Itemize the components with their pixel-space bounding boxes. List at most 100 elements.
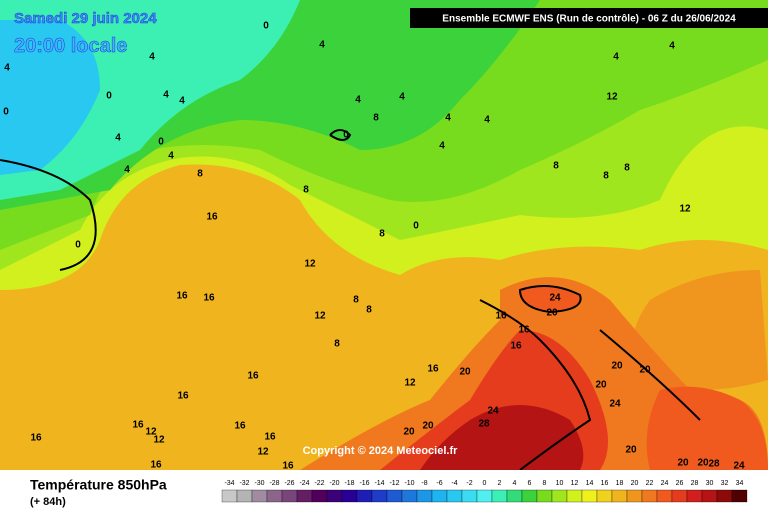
legend-swatch	[446, 489, 463, 503]
legend-label: -12	[389, 480, 399, 487]
contour-label: 20	[595, 380, 607, 391]
legend-swatch	[461, 489, 478, 503]
legend-swatch	[716, 489, 733, 503]
contour-label: 12	[314, 311, 326, 322]
contour-label: 8	[373, 113, 379, 124]
legend-swatch	[236, 489, 253, 503]
contour-label: 4	[4, 63, 10, 74]
legend-label: 22	[646, 480, 654, 487]
legend-label: 30	[706, 480, 714, 487]
legend-label: -28	[269, 480, 279, 487]
forecast-time: 20:00 locale	[14, 35, 127, 57]
contour-label: 16	[203, 293, 215, 304]
legend-swatch	[536, 489, 553, 503]
contour-label: 20	[422, 421, 434, 432]
temp-zone-24-east	[646, 386, 768, 470]
legend-label: -18	[344, 480, 354, 487]
contour-label: 4	[613, 52, 619, 63]
contour-label: 16	[234, 421, 246, 432]
contour-label: 24	[549, 293, 561, 304]
legend-label: 2	[498, 480, 502, 487]
legend-label: 28	[691, 480, 699, 487]
contour-label: 16	[177, 391, 189, 402]
legend: -34 -32 -30 -28 -26 -24 -22 -20 -18 -16 -14 -12 -10-…	[221, 480, 748, 503]
legend-swatch	[506, 489, 523, 503]
legend-swatch	[671, 489, 688, 503]
legend-label: -2	[466, 480, 472, 487]
copyright: Copyright © 2024 Meteociel.fr	[303, 445, 459, 457]
contour-label: 24	[487, 406, 499, 417]
legend-label: 10	[556, 480, 564, 487]
legend-swatch	[731, 489, 748, 503]
legend-label: -4	[451, 480, 457, 487]
contour-label: 20	[697, 458, 709, 469]
contour-label: 20	[677, 458, 689, 469]
isotherm-0	[0, 129, 352, 271]
legend-swatch	[491, 489, 508, 503]
legend-swatch	[701, 489, 718, 503]
contour-label: 20	[611, 361, 623, 372]
contour-label: 16	[264, 432, 276, 443]
contour-label: 12	[257, 447, 269, 458]
legend-label: -22	[314, 480, 324, 487]
contour-label: 16	[247, 371, 259, 382]
legend-swatch	[476, 489, 493, 503]
contour-label: 16	[427, 364, 439, 375]
contour-label: 4	[149, 52, 155, 63]
legend-label: -8	[421, 480, 427, 487]
legend-label: -10	[404, 480, 414, 487]
legend-label: 20	[631, 480, 639, 487]
legend-label: -6	[436, 480, 442, 487]
legend-swatch	[431, 489, 448, 503]
legend-label: 16	[601, 480, 609, 487]
header-box	[410, 8, 768, 28]
legend-label: -30	[254, 480, 264, 487]
legend-label: 6	[528, 480, 532, 487]
legend-swatch	[641, 489, 658, 503]
contour-label: 0	[263, 21, 269, 32]
legend-swatch	[221, 489, 238, 503]
contour-label: 4	[669, 41, 675, 52]
legend-swatch	[686, 489, 703, 503]
contour-label: 20	[459, 367, 471, 378]
contour-label: 4	[355, 95, 361, 106]
contour-label: 24	[733, 461, 745, 472]
contour-label: 12	[153, 435, 165, 446]
contour-label: 28	[478, 419, 490, 430]
contour-label: 0	[158, 137, 164, 148]
legend-swatch	[521, 489, 538, 503]
legend-swatch	[326, 489, 343, 503]
legend-swatch	[311, 489, 328, 503]
legend-swatch	[266, 489, 283, 503]
temp-zone-m4	[0, 20, 100, 175]
legend-label: 32	[721, 480, 729, 487]
contour-label: 4	[115, 133, 121, 144]
legend-swatch	[371, 489, 388, 503]
contour-label: 28	[708, 459, 720, 470]
legend-swatch	[566, 489, 583, 503]
legend-label: 24	[661, 480, 669, 487]
legend-label: 0	[483, 480, 487, 487]
contour-label: 4	[163, 90, 169, 101]
legend-swatch	[611, 489, 628, 503]
legend-swatch	[401, 489, 418, 503]
legend-label: 12	[571, 480, 579, 487]
contour-label: 20	[639, 365, 651, 376]
contour-label: 20	[403, 427, 415, 438]
forecast-date: Samedi 29 juin 2024	[14, 10, 157, 27]
legend-swatch	[296, 489, 313, 503]
legend-label: 26	[676, 480, 684, 487]
contour-label: 4	[399, 92, 405, 103]
temp-zone-24-alps	[518, 285, 582, 314]
contour-label: 8	[334, 339, 340, 350]
legend-label: -16	[359, 480, 369, 487]
legend-swatch	[596, 489, 613, 503]
contour-label: 16	[176, 291, 188, 302]
legend-swatch	[251, 489, 268, 503]
legend-label: -24	[299, 480, 309, 487]
contour-label: 16	[518, 325, 530, 336]
legend-label: -34	[224, 480, 234, 487]
legend-label: -20	[329, 480, 339, 487]
